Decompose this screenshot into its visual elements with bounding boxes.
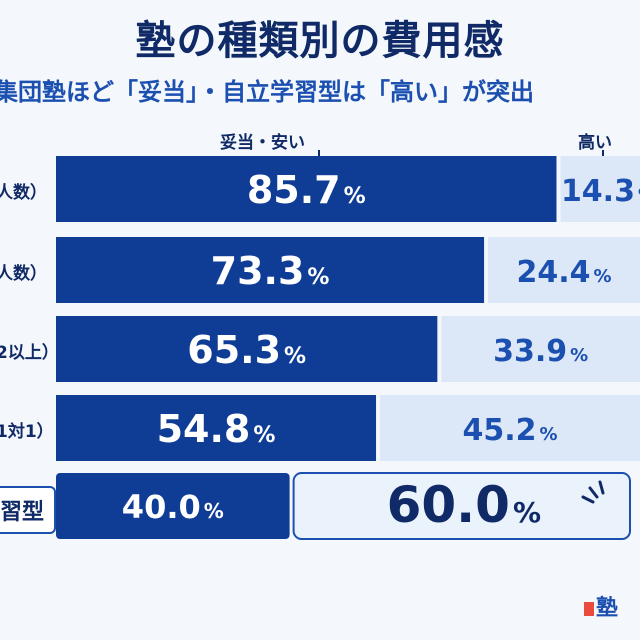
bar-segment-reasonable — [56, 237, 485, 303]
data-label-reasonable: 40.0% — [122, 488, 224, 526]
emphasis-icon — [581, 480, 605, 504]
data-label-reasonable: 65.3% — [187, 328, 306, 372]
bar-segment-expensive — [560, 156, 640, 222]
data-label-expensive: 33.9% — [493, 334, 588, 369]
data-label-reasonable: 54.8% — [157, 407, 276, 451]
data-label-expensive: 14.3% — [561, 174, 640, 209]
chart-subtitle: 集団塾ほど「妥当」・自立学習型は「高い」が突出 — [0, 78, 534, 106]
logo-text: 塾 — [596, 596, 619, 621]
bar-segment-expensive — [441, 316, 640, 382]
category-label: 人数） — [0, 183, 47, 203]
bar-segment-reasonable — [56, 316, 438, 382]
data-label-reasonable: 85.7% — [247, 168, 366, 212]
chart-title: 塾の種類別の費用感 — [135, 18, 505, 64]
data-label-expensive: 45.2% — [462, 413, 557, 448]
category-label: 1対1） — [0, 422, 54, 442]
logo-mark-icon — [584, 602, 594, 616]
category-label: 習型 — [0, 486, 57, 534]
bar-segment-expensive — [292, 472, 631, 540]
category-label: 人数） — [0, 264, 47, 284]
bar-segment-reasonable — [56, 473, 290, 539]
legend-tick-expensive — [602, 150, 604, 160]
legend-item-expensive: 高い — [578, 133, 612, 153]
bar-segment-expensive — [488, 237, 640, 303]
data-label-reasonable: 73.3% — [211, 249, 330, 293]
bar-segment-reasonable — [56, 395, 377, 461]
bar-segment-reasonable — [56, 156, 557, 222]
legend-item-reasonable: 妥当・安い — [220, 133, 305, 153]
data-label-expensive: 24.4% — [516, 255, 611, 290]
brand-logo: 塾 — [584, 590, 618, 622]
data-label-expensive: 60.0% — [387, 476, 541, 534]
bar-segment-expensive — [380, 395, 640, 461]
category-label: 2以上） — [0, 343, 59, 363]
legend-tick-reasonable — [318, 150, 320, 160]
